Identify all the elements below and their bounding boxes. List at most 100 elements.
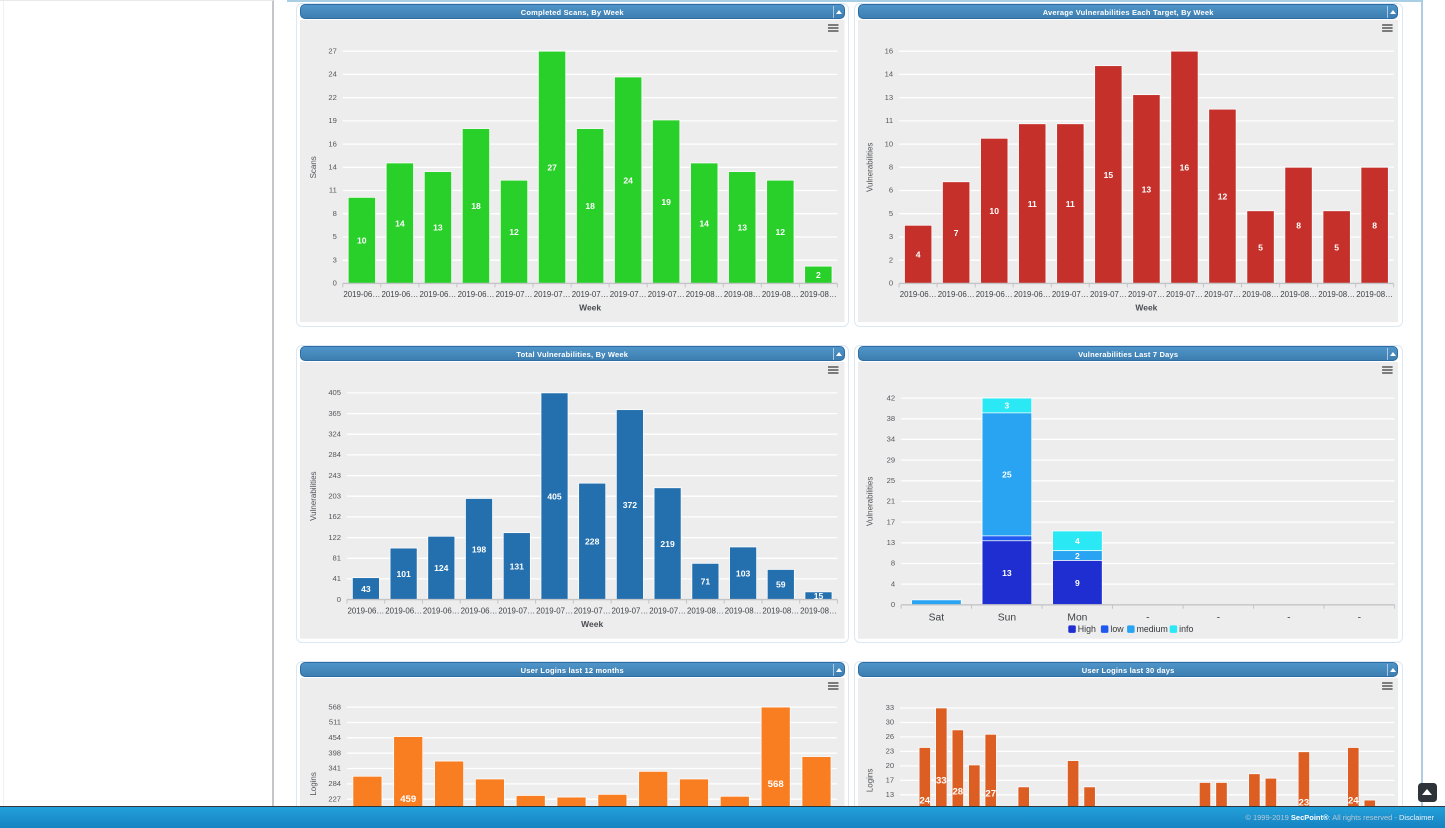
svg-text:0: 0 <box>889 279 893 288</box>
svg-text:21: 21 <box>887 497 895 506</box>
svg-text:284: 284 <box>328 779 341 788</box>
svg-text:2019-06…: 2019-06… <box>458 290 495 299</box>
svg-text:16: 16 <box>328 139 336 148</box>
svg-text:22: 22 <box>328 93 336 102</box>
svg-text:2019-08…: 2019-08… <box>800 607 837 616</box>
svg-text:38: 38 <box>887 414 895 423</box>
svg-text:19: 19 <box>328 116 336 125</box>
svg-text:29: 29 <box>887 456 895 465</box>
svg-text:2019-07…: 2019-07… <box>572 290 609 299</box>
svg-text:71: 71 <box>701 577 711 587</box>
svg-text:2: 2 <box>1075 551 1080 561</box>
svg-text:8: 8 <box>333 209 337 218</box>
svg-text:228: 228 <box>585 537 600 547</box>
svg-text:219: 219 <box>660 539 675 549</box>
svg-text:Vulnerabilities: Vulnerabilities <box>309 472 318 521</box>
svg-text:568: 568 <box>328 703 341 712</box>
svg-text:3: 3 <box>1004 401 1009 411</box>
svg-text:12: 12 <box>1218 191 1228 201</box>
svg-text:2019-06…: 2019-06… <box>461 607 498 616</box>
svg-text:81: 81 <box>333 554 341 563</box>
svg-text:2019-08…: 2019-08… <box>800 290 837 299</box>
svg-text:2019-08…: 2019-08… <box>724 290 761 299</box>
svg-text:-: - <box>1217 613 1220 624</box>
svg-text:Vulnerabilities: Vulnerabilities <box>865 477 874 526</box>
svg-text:10: 10 <box>357 236 367 246</box>
svg-text:2019-06…: 2019-06… <box>420 290 457 299</box>
svg-text:Logins: Logins <box>866 769 875 793</box>
svg-text:24: 24 <box>1348 796 1359 807</box>
svg-text:324: 324 <box>328 430 341 439</box>
svg-text:27: 27 <box>328 46 336 55</box>
svg-text:24: 24 <box>623 175 633 185</box>
svg-text:227: 227 <box>328 795 341 804</box>
svg-text:25: 25 <box>1002 470 1012 480</box>
svg-text:2019-07…: 2019-07… <box>574 607 611 616</box>
svg-text:16: 16 <box>885 46 893 55</box>
svg-text:4: 4 <box>916 250 921 260</box>
svg-text:2019-06…: 2019-06… <box>938 290 975 299</box>
svg-text:365: 365 <box>328 409 341 418</box>
svg-text:34: 34 <box>887 435 895 444</box>
svg-text:19: 19 <box>661 197 671 207</box>
svg-text:8: 8 <box>891 559 895 568</box>
svg-text:33: 33 <box>886 703 894 712</box>
svg-text:42: 42 <box>887 394 895 403</box>
svg-text:33: 33 <box>936 776 947 787</box>
svg-text:162: 162 <box>328 512 341 521</box>
svg-text:0: 0 <box>337 595 341 604</box>
svg-text:Week: Week <box>581 619 603 629</box>
svg-text:24: 24 <box>919 796 930 807</box>
svg-text:14: 14 <box>699 218 709 228</box>
svg-text:101: 101 <box>396 569 411 579</box>
svg-text:14: 14 <box>328 162 336 171</box>
svg-text:24: 24 <box>328 70 336 79</box>
svg-text:23: 23 <box>1298 798 1309 809</box>
svg-text:41: 41 <box>333 574 341 583</box>
svg-text:-: - <box>1146 613 1149 624</box>
svg-text:10: 10 <box>989 206 999 216</box>
svg-text:Sat: Sat <box>929 613 945 624</box>
svg-text:Week: Week <box>579 302 601 312</box>
svg-text:405: 405 <box>328 388 341 397</box>
svg-text:0: 0 <box>891 600 895 609</box>
svg-text:4: 4 <box>891 580 895 589</box>
svg-text:2019-08…: 2019-08… <box>687 607 724 616</box>
svg-text:124: 124 <box>434 563 449 573</box>
svg-text:13: 13 <box>886 790 894 799</box>
svg-text:2019-06…: 2019-06… <box>343 290 380 299</box>
svg-text:7: 7 <box>954 228 959 238</box>
svg-text:Sun: Sun <box>998 613 1017 624</box>
svg-text:243: 243 <box>328 471 341 480</box>
svg-text:2019-08…: 2019-08… <box>686 290 723 299</box>
svg-text:2019-06…: 2019-06… <box>423 607 460 616</box>
svg-text:Scans: Scans <box>309 156 318 178</box>
svg-text:2019-08…: 2019-08… <box>1280 290 1317 299</box>
svg-text:-: - <box>1287 613 1290 624</box>
svg-text:2019-08…: 2019-08… <box>725 607 762 616</box>
svg-text:4: 4 <box>1075 536 1080 546</box>
svg-text:284: 284 <box>328 450 341 459</box>
svg-text:2019-06…: 2019-06… <box>1014 290 1051 299</box>
svg-text:13: 13 <box>1002 568 1012 578</box>
svg-text:Week: Week <box>1135 302 1157 312</box>
svg-text:27: 27 <box>985 789 996 800</box>
svg-text:13: 13 <box>738 223 748 233</box>
svg-text:398: 398 <box>328 749 341 758</box>
svg-text:6: 6 <box>889 186 893 195</box>
svg-text:17: 17 <box>886 776 894 785</box>
svg-text:2019-07…: 2019-07… <box>649 607 686 616</box>
svg-text:16: 16 <box>1180 162 1190 172</box>
svg-text:11: 11 <box>885 116 893 125</box>
svg-text:2019-06…: 2019-06… <box>385 607 422 616</box>
svg-text:2019-07…: 2019-07… <box>648 290 685 299</box>
svg-text:511: 511 <box>329 718 341 727</box>
svg-text:341: 341 <box>328 764 341 773</box>
svg-text:2019-08…: 2019-08… <box>1356 290 1393 299</box>
svg-text:203: 203 <box>328 492 341 501</box>
svg-text:0: 0 <box>333 279 337 288</box>
svg-text:13: 13 <box>885 93 893 102</box>
svg-text:9: 9 <box>1075 578 1080 588</box>
svg-text:11: 11 <box>329 186 337 195</box>
svg-text:30: 30 <box>886 718 894 727</box>
